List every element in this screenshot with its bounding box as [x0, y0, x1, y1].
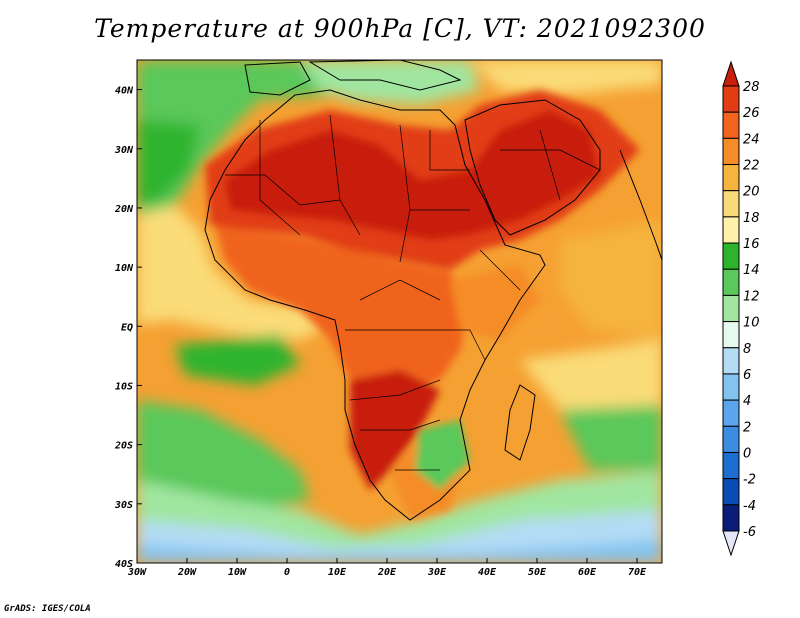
colorbar-swatch	[722, 242, 740, 270]
colorbar-swatch	[722, 399, 740, 427]
arabia-coastline	[464, 99, 601, 236]
lat-tick-label: 10S	[115, 381, 133, 392]
lat-tick-label: 20S	[114, 441, 133, 452]
africa-coastline	[204, 89, 546, 521]
latitude-axis: 40N 30N 20N 10N EQ 10S 20S 30S 40S	[114, 86, 142, 570]
colorbar-swatch	[722, 294, 740, 323]
colorbar-swatch	[722, 85, 740, 113]
colorbar-label: 6	[743, 368, 751, 383]
colorbar-swatch	[722, 478, 740, 506]
colorbar-label: 12	[743, 289, 760, 304]
colorbar-label: 16	[743, 237, 760, 252]
lon-tick-label: 40E	[478, 567, 497, 578]
colorbar-label: 8	[743, 342, 751, 357]
longitude-axis: 30W 20W 10W 0 10E 20E 30E 40E 50E 60E 70E	[127, 558, 647, 578]
lat-tick-label: 40S	[115, 559, 133, 570]
colorbar-label: 4	[743, 394, 751, 409]
colorbar-label: 22	[743, 159, 760, 174]
lon-tick-label: 20E	[377, 567, 397, 578]
lon-tick-label: 50E	[528, 567, 547, 578]
colorbar-swatch	[722, 268, 740, 296]
colorbar-swatch	[722, 216, 740, 244]
colorbar-swatch	[722, 504, 740, 532]
colorbar-label: 2	[743, 420, 751, 435]
coastlines	[204, 60, 662, 521]
colorbar-swatch	[722, 164, 740, 192]
colorbar-swatch	[722, 137, 740, 166]
colorbar-swatch	[722, 190, 740, 218]
colorbar-swatch	[722, 425, 740, 453]
colorbar-label: 28	[743, 80, 760, 95]
colorbar-label: 20	[743, 185, 760, 200]
lat-tick-label: 40N	[115, 86, 134, 97]
lon-tick-label: 30E	[427, 567, 447, 578]
india-coastline	[619, 149, 662, 261]
credit-text: GrADS: IGES/COLA	[4, 604, 91, 614]
lon-tick-label: 70E	[628, 567, 647, 578]
colorbar-label: 10	[743, 316, 760, 331]
country-borders	[225, 114, 601, 471]
colorbar-bottom-arrow	[722, 530, 740, 557]
lat-tick-label: EQ	[121, 322, 133, 333]
colorbar-label: 14	[743, 263, 760, 278]
lon-tick-label: 60E	[578, 567, 597, 578]
plot-frame	[136, 59, 663, 564]
colorbar-label: 0	[743, 446, 751, 461]
lat-tick-label: 30N	[114, 145, 134, 156]
colorbar-label: -4	[743, 499, 756, 514]
lon-tick-label: 0	[284, 567, 290, 578]
madagascar-coastline	[504, 384, 536, 461]
lat-tick-label: 30S	[114, 500, 133, 511]
colorbar-top-arrow	[722, 60, 740, 87]
lat-tick-label: 20N	[114, 204, 134, 215]
colorbar-label: 18	[743, 211, 760, 226]
colorbar-swatch	[722, 373, 740, 401]
lat-tick-label: 10N	[115, 263, 134, 274]
colorbar-swatch	[722, 111, 740, 139]
map-title: Temperature at 900hPa [C], VT: 202109230…	[94, 14, 706, 43]
europe-coastline	[308, 60, 462, 91]
colorbar-swatch	[722, 451, 740, 480]
lon-tick-label: 20W	[177, 567, 197, 578]
lon-tick-label: 10W	[228, 567, 247, 578]
colorbar-label: -2	[743, 473, 756, 488]
colorbar-swatch	[722, 321, 740, 349]
lon-tick-label: 10E	[328, 567, 347, 578]
colorbar-label: -6	[743, 525, 756, 540]
colorbar-swatch	[722, 347, 740, 375]
temperature-field	[137, 60, 662, 563]
iberia-coastline	[244, 61, 311, 96]
lon-tick-label: 30W	[127, 567, 147, 578]
colorbar-label: 24	[743, 132, 760, 147]
colorbar-label: 26	[743, 106, 760, 121]
